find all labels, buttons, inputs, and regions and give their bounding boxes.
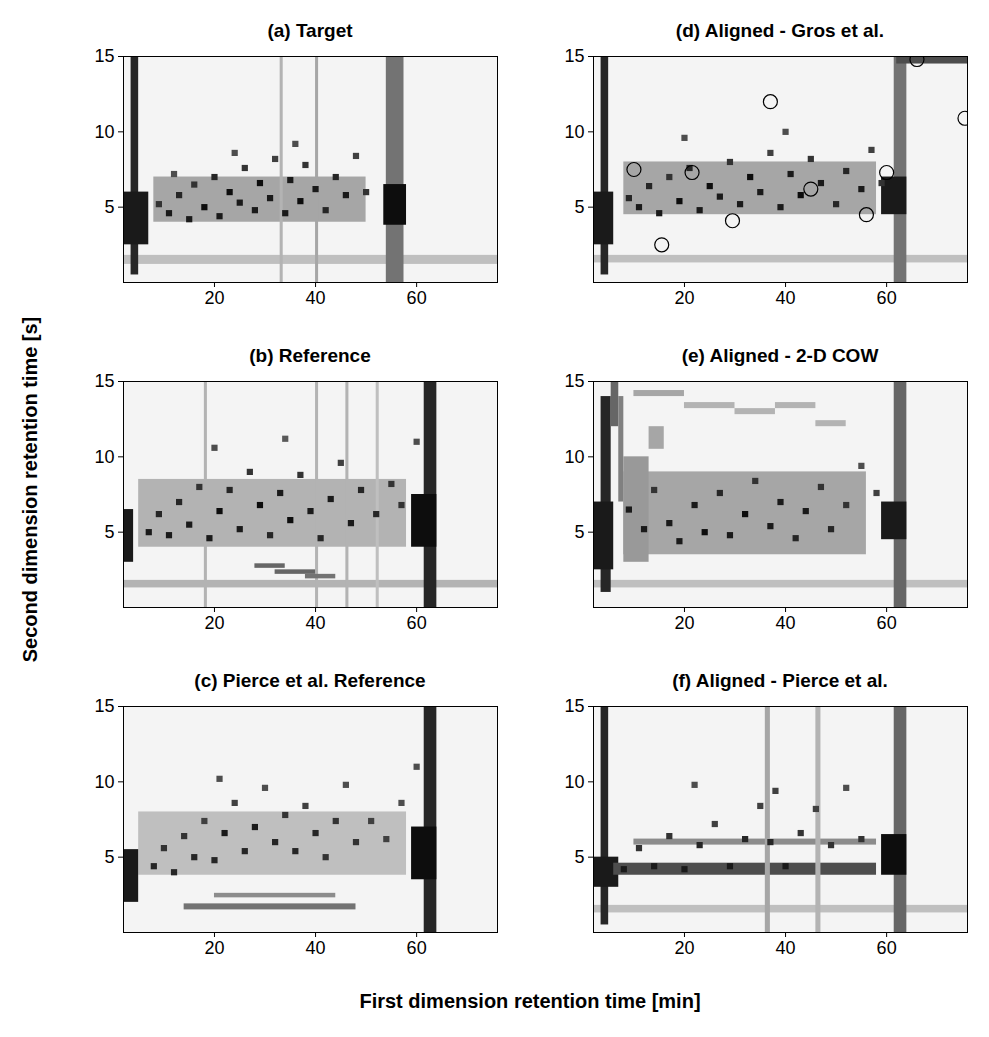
svg-text:60: 60 xyxy=(407,288,427,308)
svg-text:10: 10 xyxy=(564,772,584,792)
html-text:(c) Pierce et al. Reference: (c) Pierce et al. Reference xyxy=(194,670,426,691)
svg-text:15: 15 xyxy=(94,371,114,391)
html-text:Second dimension retention tim: Second dimension retention time [s] xyxy=(18,316,41,663)
svg-text:40: 40 xyxy=(306,938,326,958)
svg-text:5: 5 xyxy=(574,197,584,217)
svg-text:60: 60 xyxy=(877,288,897,308)
svg-text:40: 40 xyxy=(306,613,326,633)
svg-text:20: 20 xyxy=(674,938,694,958)
svg-text:20: 20 xyxy=(674,288,694,308)
svg-text:40: 40 xyxy=(776,613,796,633)
svg-text:10: 10 xyxy=(564,122,584,142)
svg-text:40: 40 xyxy=(306,288,326,308)
html-text:(a) Target: (a) Target xyxy=(267,20,353,41)
html-text:First dimension retention time: First dimension retention time [min] xyxy=(359,990,701,1012)
svg-text:15: 15 xyxy=(94,46,114,66)
svg-text:60: 60 xyxy=(407,613,427,633)
html-text:(f) Aligned - Pierce et al.: (f) Aligned - Pierce et al. xyxy=(672,670,888,691)
svg-text:20: 20 xyxy=(204,288,224,308)
svg-text:20: 20 xyxy=(674,613,694,633)
svg-text:5: 5 xyxy=(104,522,114,542)
svg-text:20: 20 xyxy=(204,938,224,958)
svg-text:60: 60 xyxy=(407,938,427,958)
svg-text:15: 15 xyxy=(564,46,584,66)
svg-text:5: 5 xyxy=(104,197,114,217)
svg-text:60: 60 xyxy=(877,938,897,958)
html-text:(b) Reference: (b) Reference xyxy=(249,345,371,366)
svg-text:15: 15 xyxy=(94,696,114,716)
svg-text:10: 10 xyxy=(94,447,114,467)
svg-text:15: 15 xyxy=(564,371,584,391)
svg-text:40: 40 xyxy=(776,938,796,958)
svg-text:10: 10 xyxy=(94,122,114,142)
svg-text:10: 10 xyxy=(94,772,114,792)
svg-text:60: 60 xyxy=(877,613,897,633)
svg-text:5: 5 xyxy=(104,847,114,867)
svg-text:15: 15 xyxy=(564,696,584,716)
svg-text:5: 5 xyxy=(574,847,584,867)
svg-text:10: 10 xyxy=(564,447,584,467)
html-text:(d) Aligned - Gros et al.: (d) Aligned - Gros et al. xyxy=(675,20,885,41)
svg-text:20: 20 xyxy=(204,613,224,633)
svg-text:5: 5 xyxy=(574,522,584,542)
html-text:(e) Aligned - 2-D COW: (e) Aligned - 2-D COW xyxy=(681,345,879,366)
svg-text:40: 40 xyxy=(776,288,796,308)
